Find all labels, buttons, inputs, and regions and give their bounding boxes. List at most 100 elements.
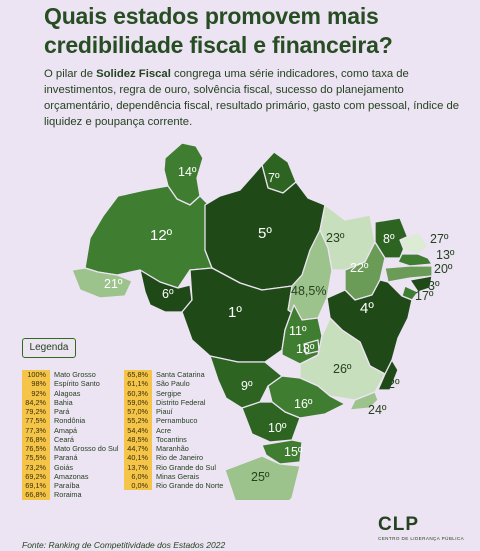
legend-state-name: Santa Catarina	[156, 370, 205, 380]
legend-state-name: Amapá	[54, 425, 78, 435]
legend-value: 69,2%	[22, 471, 50, 481]
legend-value: 66,8%	[22, 490, 50, 500]
legend-value: 76,5%	[22, 444, 50, 454]
legend-row: 61,1% São Paulo	[124, 379, 223, 389]
legend-state-name: Rondônia	[54, 416, 86, 426]
legend-value: 59,0%	[124, 397, 152, 407]
legend-row: 100% Mato Grosso	[22, 370, 119, 380]
legend-value: 84,2%	[22, 397, 50, 407]
label-rs: 25º	[251, 470, 270, 484]
state-rgn	[399, 231, 429, 255]
legend-row: 48,5% Tocantins	[124, 434, 223, 444]
label-sergipe: 17º	[415, 289, 434, 303]
state-rs	[224, 455, 301, 500]
label-goias: 11º	[289, 324, 307, 338]
legend-row: 76,8% Ceará	[22, 434, 119, 444]
legend-state-name: Roraima	[54, 490, 82, 500]
legend-row: 55,2% Pernambuco	[124, 416, 223, 426]
intro-after: congrega uma série indicadores, como tax…	[44, 68, 460, 128]
label-piaui: 22º	[350, 261, 369, 275]
label-espirito-santo: 2º	[388, 377, 400, 391]
legend-row: 60,3% Sergipe	[124, 388, 223, 398]
legend-state-name: Mato Grosso	[54, 370, 96, 380]
label-santa-catarina: 15º	[284, 445, 303, 459]
legend-state-name: Espírito Santo	[54, 379, 100, 389]
state-rio-de-janeiro	[349, 391, 379, 411]
label-parana: 10º	[268, 421, 287, 435]
legend-state-name: Mato Grosso do Sul	[54, 444, 119, 454]
legend-row: 40,1% Rio de Janeiro	[124, 453, 223, 463]
legend-row: 44,7% Maranhão	[124, 444, 223, 454]
label-minas-gerais: 26º	[333, 362, 352, 376]
legend-value: 92%	[22, 388, 50, 398]
legend-row: 54,4% Acre	[124, 425, 223, 435]
legend-state-name: Bahia	[54, 397, 73, 407]
legend-state-name: Maranhão	[156, 444, 189, 454]
legend-row: 65,8% Santa Catarina	[124, 370, 223, 380]
legend-state-name: Piauí	[156, 407, 173, 417]
legend-row: 13,7% Rio Grande do Sul	[124, 462, 223, 472]
legend-row: 73,2% Goiás	[22, 462, 119, 472]
legend-value: 0,0%	[124, 481, 152, 491]
legend-column-2: 65,8% Santa Catarina 61,1% São Paulo 60,3% Se…	[124, 370, 224, 491]
state-santa-catarina	[261, 439, 303, 465]
legend-row: 69,2% Amazonas	[22, 471, 119, 481]
intro-before: O pilar de	[44, 68, 97, 80]
legend-value: 44,7%	[124, 444, 152, 454]
label-ceara: 8º	[383, 232, 395, 246]
source-note: Fonte: Ranking de Competitividade dos Es…	[22, 540, 226, 550]
legend-state-name: Rio de Janeiro	[156, 453, 204, 463]
legend-value: 60,3%	[124, 388, 152, 398]
label-amazonas: 12º	[150, 227, 173, 244]
legend-value: 76,8%	[22, 434, 50, 444]
legend-value: 79,2%	[22, 407, 50, 417]
legend-state-name: Rio Grande do Norte	[156, 481, 224, 491]
label-rio-de-janeiro: 24º	[368, 403, 387, 417]
legend-value: 48,5%	[124, 434, 152, 444]
logo-text: CLP	[378, 514, 419, 535]
label-sao-paulo: 16º	[294, 397, 313, 411]
legend-state-name: São Paulo	[156, 379, 190, 389]
label-paraiba: 13º	[436, 248, 455, 262]
state-paraiba	[397, 253, 433, 267]
legend-state-name: Tocantins	[156, 434, 187, 444]
legend-row: 0,0% Rio Grande do Norte	[124, 481, 224, 491]
state-espirito-santo	[377, 359, 399, 391]
label-maranhao: 23º	[326, 231, 345, 245]
legend-row: 79,2% Pará	[22, 407, 119, 417]
legend-row: 57,0% Piauí	[124, 407, 223, 417]
legend-state-name: Paraná	[54, 453, 78, 463]
legend-value: 100%	[22, 370, 50, 380]
page-title: Quais estados promovem mais credibilidad…	[44, 3, 393, 58]
legend-value: 40,1%	[124, 453, 152, 463]
legend-row: 69,1% Paraíba	[22, 481, 119, 491]
legend-value: 73,2%	[22, 462, 50, 472]
legend-value: 55,2%	[124, 416, 152, 426]
legend-value: 13,7%	[124, 462, 152, 472]
legend-row: 6,0% Minas Gerais	[124, 471, 223, 481]
legend-state-name: Paraíba	[54, 481, 80, 491]
label-roraima: 14º	[178, 165, 197, 179]
legend-column-1: 100% Mato Grosso 98% Espírito Santo 92% Alago…	[22, 370, 119, 500]
label-acre: 21º	[104, 277, 123, 291]
legend-state-name: Minas Gerais	[156, 471, 199, 481]
intro-paragraph: O pilar de Solidez Fiscal congrega uma s…	[44, 66, 464, 130]
label-pernambuco: 20º	[434, 262, 453, 276]
label-mato-grosso: 1º	[228, 304, 242, 321]
label-tocantins: 48,5%	[291, 284, 326, 298]
legend-value: 77,5%	[22, 416, 50, 426]
state-rank-labels: 14º 7º 12º 5º 23º 8º 27º 13º 20º 21º 6º …	[104, 165, 455, 484]
legend-value: 57,0%	[124, 407, 152, 417]
legend-value: 77,3%	[22, 425, 50, 435]
state-ms	[209, 355, 283, 409]
label-amapa: 7º	[268, 171, 280, 185]
legend-row: 77,5% Rondônia	[22, 416, 119, 426]
label-para: 5º	[258, 225, 272, 242]
legend-row: 76,5% Mato Grosso do Sul	[22, 444, 119, 454]
legend-row: 75,5% Paraná	[22, 453, 119, 463]
legend-state-name: Rio Grande do Sul	[156, 462, 217, 472]
legend-state-name: Ceará	[54, 434, 74, 444]
intro-bold: Solidez Fiscal	[96, 68, 171, 80]
clp-logo: CLP CENTRO DE LIDERANÇA PÚBLICA	[378, 514, 464, 541]
label-bahia: 4º	[360, 300, 374, 317]
